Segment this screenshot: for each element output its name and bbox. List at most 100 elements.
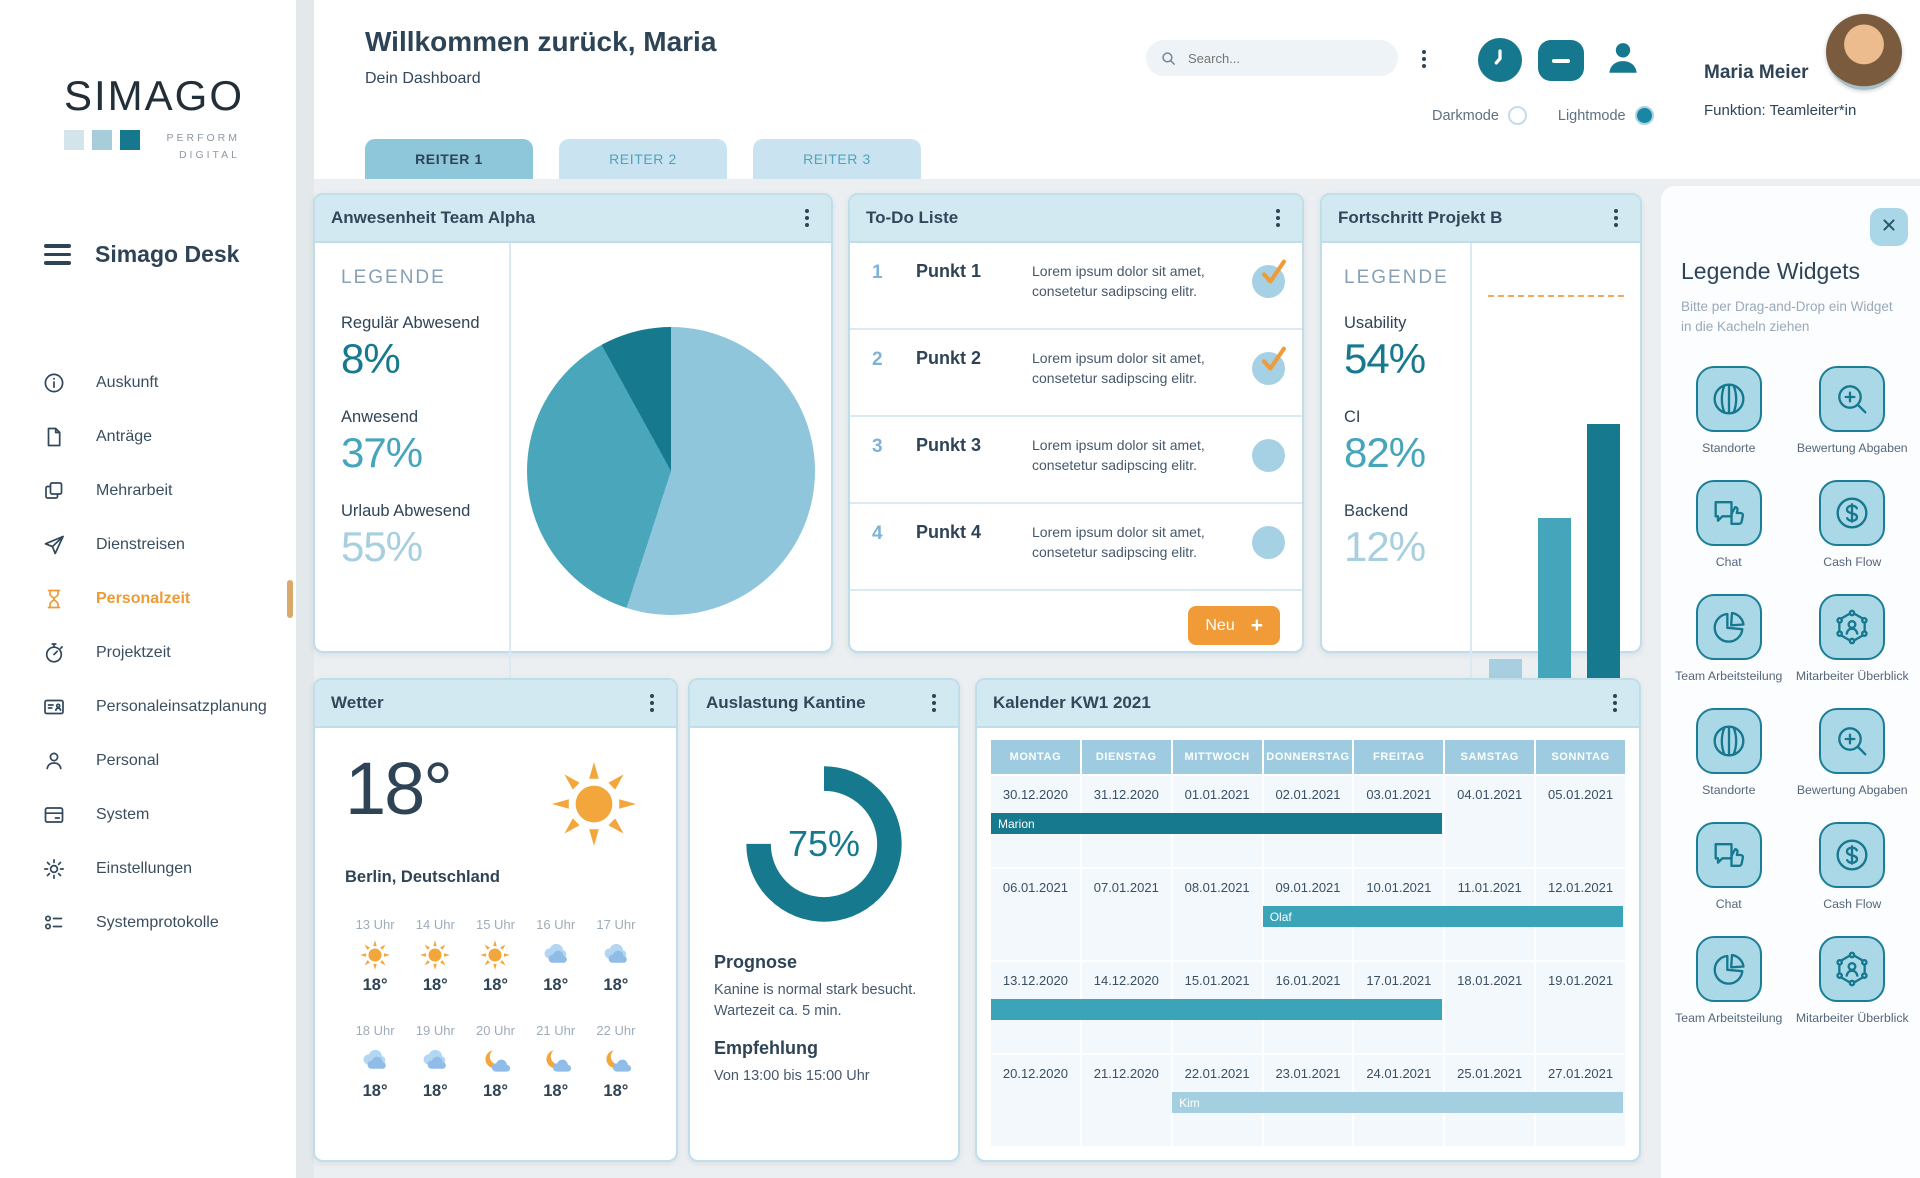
- current-temperature: 18°: [345, 747, 453, 830]
- sidebar-item[interactable]: Systemprotokolle: [0, 896, 296, 950]
- cloud-icon: [345, 1043, 405, 1079]
- chat-icon: [1695, 479, 1762, 546]
- todo-item: 2 Punkt 2 Lorem ipsum dolor sit amet, co…: [850, 330, 1302, 417]
- sidebar: SIMAGO PERFORM DIGITAL Simago Desk Ausku…: [0, 0, 296, 1178]
- sidebar-item[interactable]: Personaleinsatzplanung: [0, 680, 296, 734]
- widget-kebab-menu[interactable]: [1605, 688, 1625, 718]
- sidebar-item-label: Personal: [96, 752, 160, 769]
- hamburger-icon[interactable]: [40, 240, 75, 269]
- darkmode-option[interactable]: Darkmode: [1432, 106, 1527, 125]
- widget-tile[interactable]: Bewertung Abgaben: [1797, 365, 1908, 455]
- sidebar-item-label: Personaleinsatzplanung: [96, 698, 267, 715]
- lightmode-option[interactable]: Lightmode: [1558, 106, 1654, 125]
- sidebar-item[interactable]: Personalzeit: [0, 572, 296, 626]
- sidebar-item-label: Mehrarbeit: [96, 482, 173, 499]
- calendar-event: [991, 999, 1442, 1020]
- todo-status-toggle[interactable]: [1250, 435, 1290, 475]
- todo-status-toggle[interactable]: [1250, 346, 1290, 388]
- widget-tile-label: Mitarbeiter Überblick: [1795, 1010, 1909, 1025]
- panel-title: Legende Widgets: [1681, 258, 1861, 284]
- header-kebab-menu[interactable]: [1414, 44, 1434, 74]
- widget-kebab-menu[interactable]: [1606, 203, 1626, 233]
- legend-item: Usability 54%: [1344, 314, 1426, 382]
- todo-status-toggle[interactable]: [1250, 522, 1290, 562]
- scroll-gutter[interactable]: [296, 0, 314, 1178]
- weather-hour: 19 Uhr 18°: [405, 1023, 465, 1101]
- tab[interactable]: REITER 3: [753, 139, 921, 179]
- calendar-day-header: SONNTAG: [1536, 740, 1625, 774]
- status-circle: [1252, 439, 1285, 472]
- legend-item: CI 82%: [1344, 408, 1426, 476]
- darkmode-label: Darkmode: [1432, 107, 1499, 124]
- todo-title: Punkt 1: [916, 261, 982, 281]
- minimize-button[interactable]: [1538, 40, 1584, 81]
- widget-title: Auslastung Kantine: [706, 693, 866, 712]
- widget-tile[interactable]: Mitarbeiter Überblick: [1795, 935, 1909, 1025]
- widget-tile[interactable]: Standorte: [1695, 707, 1762, 797]
- close-panel-button[interactable]: [1870, 208, 1908, 246]
- legend-item: Backend 12%: [1344, 502, 1426, 570]
- stopwatch-icon: [42, 641, 66, 665]
- moon-cloud-icon: [465, 1043, 525, 1079]
- new-todo-button[interactable]: Neu +: [1188, 606, 1280, 645]
- sidebar-item[interactable]: Mehrarbeit: [0, 464, 296, 518]
- search-input[interactable]: [1186, 49, 1384, 67]
- panel-subtitle: Bitte per Drag-and-Drop ein Widget in di…: [1681, 299, 1893, 335]
- progress-bars: [1478, 424, 1630, 699]
- widget-tile[interactable]: Cash Flow: [1819, 821, 1886, 911]
- idcard-icon: [42, 695, 66, 719]
- widget-kebab-menu[interactable]: [642, 688, 662, 718]
- person-icon: [1602, 37, 1644, 84]
- widget-tile[interactable]: Chat: [1695, 479, 1762, 569]
- widget-tile-label: Bewertung Abgaben: [1796, 782, 1908, 797]
- sidebar-item[interactable]: Projektzeit: [0, 626, 296, 680]
- widget-tile-label: Team Arbeitsteilung: [1675, 1010, 1783, 1025]
- sidebar-item[interactable]: Anträge: [0, 410, 296, 464]
- widget-tile[interactable]: Mitarbeiter Überblick: [1796, 593, 1909, 683]
- widget-tile[interactable]: Team Arbeitsteilung: [1675, 593, 1783, 683]
- recommendation-text: Von 13:00 bis 15:00 Uhr: [714, 1068, 870, 1085]
- lightmode-radio[interactable]: [1634, 106, 1654, 125]
- sidebar-item[interactable]: Einstellungen: [0, 842, 296, 896]
- widget-kebab-menu[interactable]: [924, 688, 944, 718]
- widget-kebab-menu[interactable]: [1268, 203, 1288, 233]
- search-bar: [1146, 40, 1398, 76]
- todo-number: 3: [872, 436, 883, 457]
- widget-tile[interactable]: Standorte: [1695, 365, 1762, 455]
- calendar-day-header: FREITAG: [1354, 740, 1444, 774]
- todo-text: Lorem ipsum dolor sit amet, consetetur s…: [1032, 263, 1205, 300]
- weather-hour: 20 Uhr 18°: [465, 1023, 525, 1101]
- todo-title: Punkt 3: [916, 435, 982, 455]
- brand-tagline: PERFORM DIGITAL: [166, 132, 240, 161]
- weather-hour: 15 Uhr 18°: [465, 917, 525, 995]
- progress-bar-usability: [1537, 518, 1571, 699]
- weather-hour: 22 Uhr 18°: [586, 1023, 646, 1101]
- widget-tile-label: Team Arbeitsteilung: [1675, 668, 1783, 683]
- tab[interactable]: REITER 2: [559, 139, 727, 179]
- document-icon: [42, 425, 66, 449]
- widget-tile[interactable]: Chat: [1695, 821, 1762, 911]
- calendar-week: 20.12.2020 21.12.2020 22.01.2021 23.01.2021…: [991, 1055, 1625, 1146]
- sidebar-item[interactable]: Personal: [0, 734, 296, 788]
- piechart-icon: [1695, 935, 1762, 1002]
- sun-icon: [345, 937, 405, 973]
- calendar-event-name: Marion: [998, 816, 1035, 831]
- clock-button[interactable]: [1478, 38, 1522, 82]
- copy-icon: [42, 479, 66, 503]
- info-icon: [42, 371, 66, 395]
- sidebar-item[interactable]: System: [0, 788, 296, 842]
- weather-hour: 18 Uhr 18°: [345, 1023, 405, 1101]
- sidebar-item[interactable]: Auskunft: [0, 356, 296, 410]
- tab[interactable]: REITER 1: [365, 139, 533, 179]
- profile-button[interactable]: [1600, 38, 1646, 82]
- sidebar-item[interactable]: Dienstreisen: [0, 518, 296, 572]
- avatar[interactable]: [1826, 14, 1902, 90]
- legend-item: Urlaub Abwesend 55%: [341, 502, 471, 570]
- widget-tile[interactable]: Cash Flow: [1819, 479, 1886, 569]
- todo-status-toggle[interactable]: [1250, 259, 1290, 301]
- widget-kebab-menu[interactable]: [797, 203, 817, 233]
- widget-tile[interactable]: Bewertung Abgaben: [1796, 707, 1908, 797]
- widget-tile[interactable]: Team Arbeitsteilung: [1675, 935, 1783, 1025]
- darkmode-radio[interactable]: [1507, 106, 1527, 125]
- widget-tile-label: Standorte: [1702, 440, 1756, 455]
